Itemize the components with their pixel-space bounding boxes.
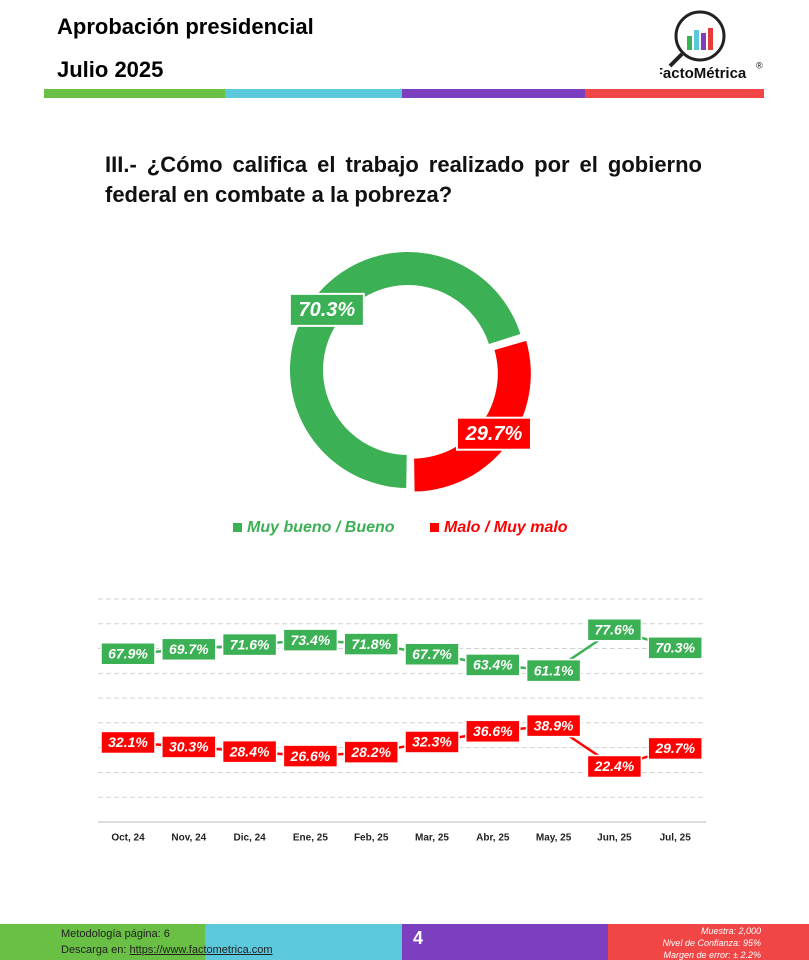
- label-box: [221, 632, 278, 657]
- methodology: Metodología página: 6: [61, 928, 170, 940]
- footer-band: [608, 924, 809, 960]
- data-label: 70.3%: [298, 299, 355, 321]
- brand-mark: ®: [756, 60, 763, 70]
- data-label: 71.6%: [230, 636, 270, 652]
- label-box: [525, 658, 582, 683]
- label-box: [586, 617, 643, 642]
- stripe: [585, 89, 764, 98]
- label-box: [525, 713, 582, 738]
- margin: Margen de error: ± 2.2%: [663, 950, 761, 960]
- question: III.- ¿Cómo califica el trabajo realizad…: [105, 152, 702, 207]
- data-label: 38.9%: [534, 717, 574, 733]
- stripe: [225, 89, 402, 98]
- data-label: 70.3%: [655, 640, 695, 656]
- footer-band: [0, 924, 205, 960]
- label-box: [586, 754, 643, 779]
- series-line: [127, 724, 676, 768]
- label-box: [465, 719, 521, 744]
- data-label: 28.4%: [229, 743, 270, 759]
- x-tick-label: May, 25: [536, 833, 572, 844]
- label-box: [161, 637, 217, 662]
- x-tick-label: Mar, 25: [415, 833, 449, 844]
- download: Descarga en: https://www.factometrica.co…: [61, 944, 273, 956]
- series-line: [127, 628, 676, 672]
- logo-bar: [694, 30, 699, 50]
- label-box: [100, 642, 156, 666]
- report-date: Julio 2025: [57, 57, 164, 82]
- data-label: 32.1%: [108, 734, 148, 750]
- label-box: [288, 292, 365, 327]
- label-box: [100, 730, 156, 755]
- data-label: 32.3%: [412, 734, 452, 750]
- stats: Muestra: 2,000 Nivel de Confianza: 95% M…: [662, 925, 761, 960]
- data-label: 67.7%: [412, 646, 452, 662]
- label-box: [161, 735, 217, 759]
- x-tick-label: Oct, 24: [111, 833, 145, 844]
- label-box: [282, 628, 339, 652]
- label-box: [455, 416, 532, 451]
- label-box: [282, 744, 339, 768]
- download-link[interactable]: https://www.factometrica.com: [129, 944, 273, 956]
- legend-swatch: [233, 523, 242, 532]
- footer-band: [402, 924, 608, 960]
- logo-handle: [668, 52, 684, 68]
- data-label: 73.4%: [291, 632, 331, 648]
- page-number: 4: [412, 928, 423, 948]
- logo: FactoMétrica ®: [660, 10, 763, 82]
- download-label: Descarga en:: [61, 944, 130, 956]
- label-box: [647, 736, 703, 761]
- legend-label: Muy bueno / Bueno: [247, 519, 395, 536]
- legend-swatch: [430, 523, 439, 532]
- x-tick-label: Jul, 25: [660, 833, 692, 844]
- label-box: [465, 653, 521, 677]
- data-label: 29.7%: [465, 423, 523, 445]
- sample: Muestra: 2,000: [700, 926, 761, 936]
- data-label: 36.6%: [473, 723, 513, 739]
- data-label: 69.7%: [169, 641, 209, 657]
- x-tick-label: Abr, 25: [476, 833, 510, 844]
- label-box: [647, 636, 703, 660]
- brand: FactoMétrica: [660, 65, 747, 82]
- data-label: 29.7%: [654, 740, 695, 756]
- x-tick-label: Jun, 25: [597, 833, 632, 844]
- confidence: Nivel de Confianza: 95%: [662, 938, 761, 948]
- x-tick-label: Nov, 24: [171, 833, 206, 844]
- charts: 70.3% Muy bueno / Bueno 29.7% Malo / Muy ma…: [98, 252, 706, 844]
- label-box: [404, 730, 460, 754]
- logo-ring: [674, 10, 726, 62]
- footer-band: [205, 924, 402, 960]
- data-label: 26.6%: [290, 748, 331, 764]
- logo-bar: [708, 28, 713, 50]
- data-label: 61.1%: [534, 662, 574, 678]
- data-label: 30.3%: [169, 739, 209, 755]
- label-box: [221, 739, 278, 764]
- data-label: 67.9%: [108, 645, 148, 661]
- stripe: [402, 89, 585, 98]
- legend-label: Malo / Muy malo: [444, 519, 568, 536]
- data-label: 28.2%: [350, 744, 391, 760]
- data-label: 71.8%: [351, 636, 391, 652]
- logo-bar: [687, 36, 692, 50]
- stripe: [44, 89, 225, 98]
- data-label: 77.6%: [595, 621, 635, 637]
- donut-slice: [414, 340, 531, 492]
- label-box: [343, 740, 399, 764]
- label-box: [343, 632, 399, 656]
- x-tick-label: Dic, 24: [233, 833, 266, 844]
- label-box: [404, 642, 460, 667]
- x-tick-label: Feb, 25: [354, 833, 389, 844]
- x-tick-label: Ene, 25: [293, 833, 328, 844]
- data-label: 22.4%: [594, 758, 635, 774]
- report-title: Aprobación presidencial: [57, 14, 314, 39]
- logo-bar: [701, 33, 706, 50]
- data-label: 63.4%: [473, 657, 513, 673]
